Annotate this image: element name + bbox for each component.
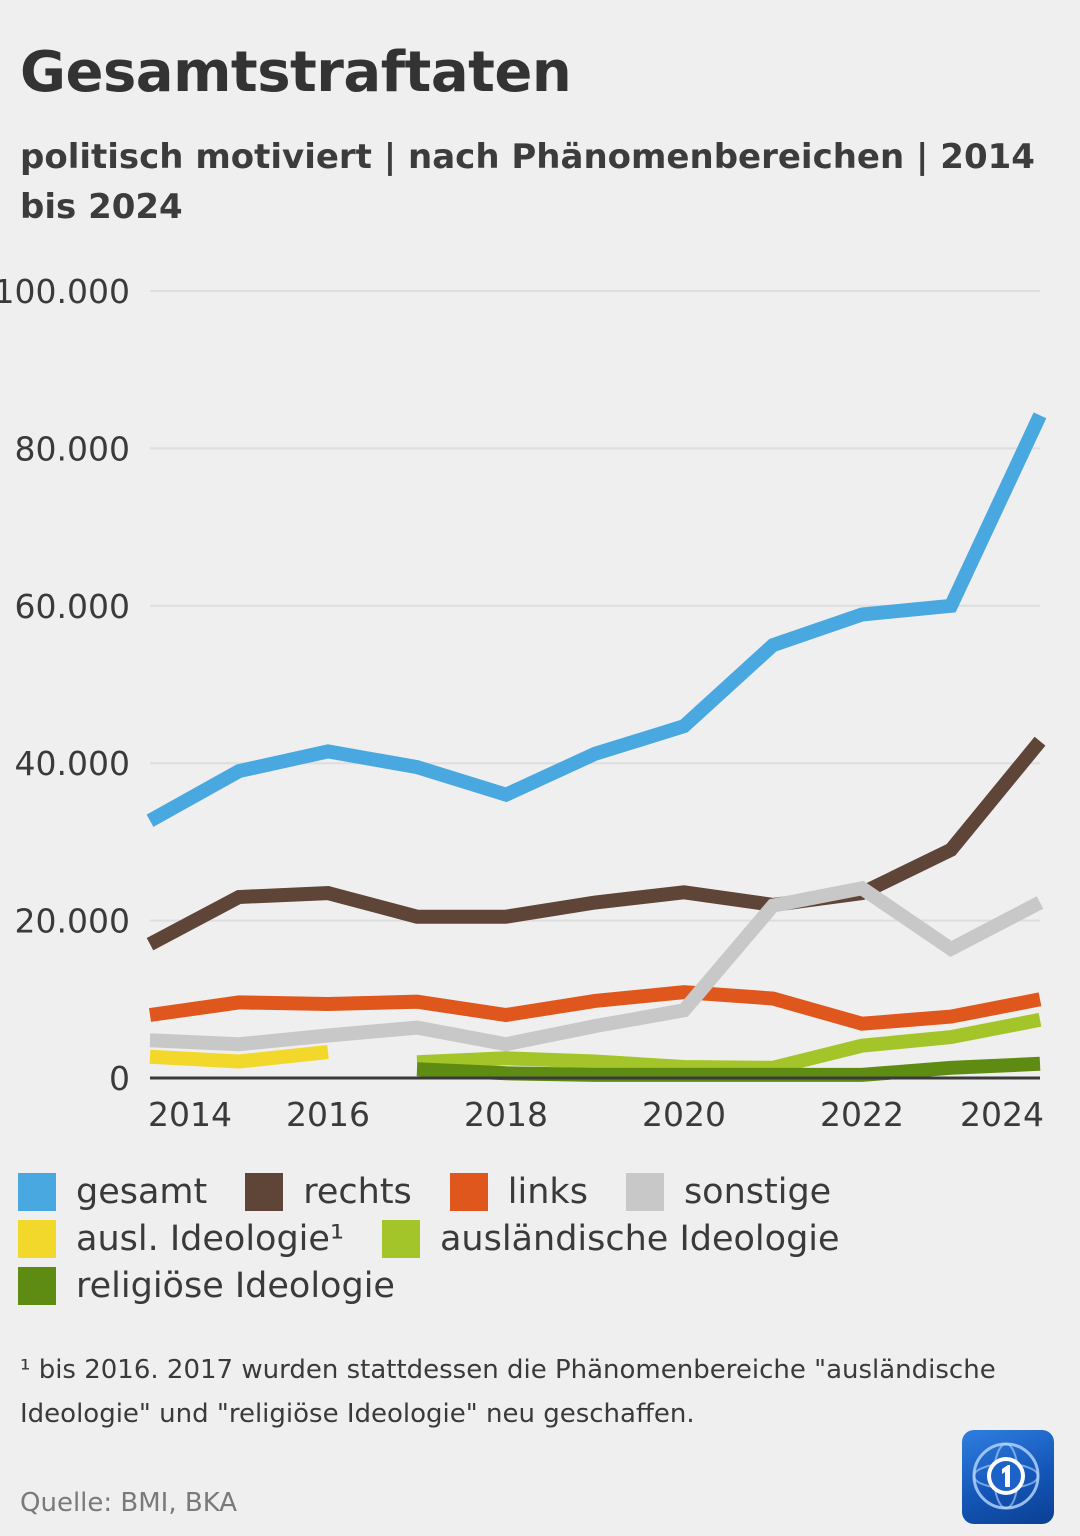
series-line-religiöse-ideologie bbox=[416, 1056, 1041, 1082]
series-line-ausl-ideologie- bbox=[149, 1045, 329, 1069]
series-line-links bbox=[149, 985, 1042, 1031]
x-tick-label: 2016 bbox=[286, 1095, 370, 1134]
y-tick-label: 40.000 bbox=[15, 744, 130, 783]
legend-item: links bbox=[449, 1171, 588, 1212]
legend-swatch bbox=[245, 1172, 284, 1211]
chart-title: Gesamtstraftaten bbox=[20, 40, 572, 105]
y-tick-label: 20.000 bbox=[15, 902, 130, 941]
x-tick-label: 2014 bbox=[148, 1095, 232, 1134]
tagesschau-logo-icon bbox=[962, 1430, 1054, 1524]
footnote: ¹ bis 2016. 2017 wurden stattdessen die … bbox=[20, 1355, 996, 1429]
series-line-ausländische-ideologie bbox=[416, 1012, 1042, 1075]
x-tick-label: 2024 bbox=[960, 1095, 1044, 1134]
legend-item: ausl. Ideologie¹ bbox=[18, 1219, 344, 1259]
legend-swatch bbox=[625, 1172, 664, 1211]
line-chart: 0 20.000 40.000 60.000 80.000 100.000 2014 2016… bbox=[0, 272, 1047, 1134]
series-line-sonstige bbox=[149, 880, 1044, 1052]
y-tick-label: 0 bbox=[109, 1059, 130, 1098]
legend-swatch bbox=[449, 1172, 488, 1211]
legend-item: ausländische Ideologie bbox=[381, 1218, 840, 1259]
legend-item: rechts bbox=[245, 1172, 412, 1212]
legend-swatch bbox=[18, 1172, 56, 1211]
legend-label: gesamt bbox=[76, 1171, 208, 1212]
legend-row: gesamt rechts links sonstige bbox=[18, 1168, 1058, 1215]
y-tick-label: 100.000 bbox=[0, 272, 130, 311]
x-tick-label: 2022 bbox=[820, 1095, 904, 1134]
legend-label: religiöse Ideologie bbox=[76, 1265, 395, 1306]
y-tick-label: 60.000 bbox=[15, 587, 130, 626]
series-line-gesamt bbox=[146, 412, 1047, 827]
legend-row: ausl. Ideologie¹ ausländische Ideologie bbox=[18, 1215, 1058, 1262]
series-line-rechts bbox=[146, 736, 1046, 951]
x-tick-label: 2020 bbox=[642, 1095, 726, 1134]
legend-row: religiöse Ideologie bbox=[18, 1262, 1058, 1309]
legend-swatch bbox=[18, 1266, 56, 1305]
legend-label: links bbox=[507, 1171, 588, 1212]
x-tick-label: 2018 bbox=[464, 1095, 548, 1134]
legend-item: gesamt bbox=[18, 1172, 207, 1212]
legend-label: ausl. Ideologie¹ bbox=[76, 1218, 344, 1259]
legend-label: rechts bbox=[303, 1171, 412, 1212]
legend-label: sonstige bbox=[683, 1171, 832, 1212]
legend-swatch bbox=[381, 1219, 420, 1258]
chart-subtitle: politisch motiviert | nach Phänomenberei… bbox=[20, 137, 1035, 227]
y-tick-label: 80.000 bbox=[15, 429, 130, 468]
chart-legend: gesamt rechts links sonstige ausl. Ideologie… bbox=[18, 1168, 1058, 1309]
legend-item: sonstige bbox=[625, 1171, 832, 1212]
legend-label: ausländische Ideologie bbox=[439, 1218, 840, 1259]
source-note: Quelle: BMI, BKA bbox=[20, 1488, 238, 1518]
legend-swatch bbox=[18, 1219, 56, 1258]
legend-item: religiöse Ideologie bbox=[18, 1266, 395, 1306]
